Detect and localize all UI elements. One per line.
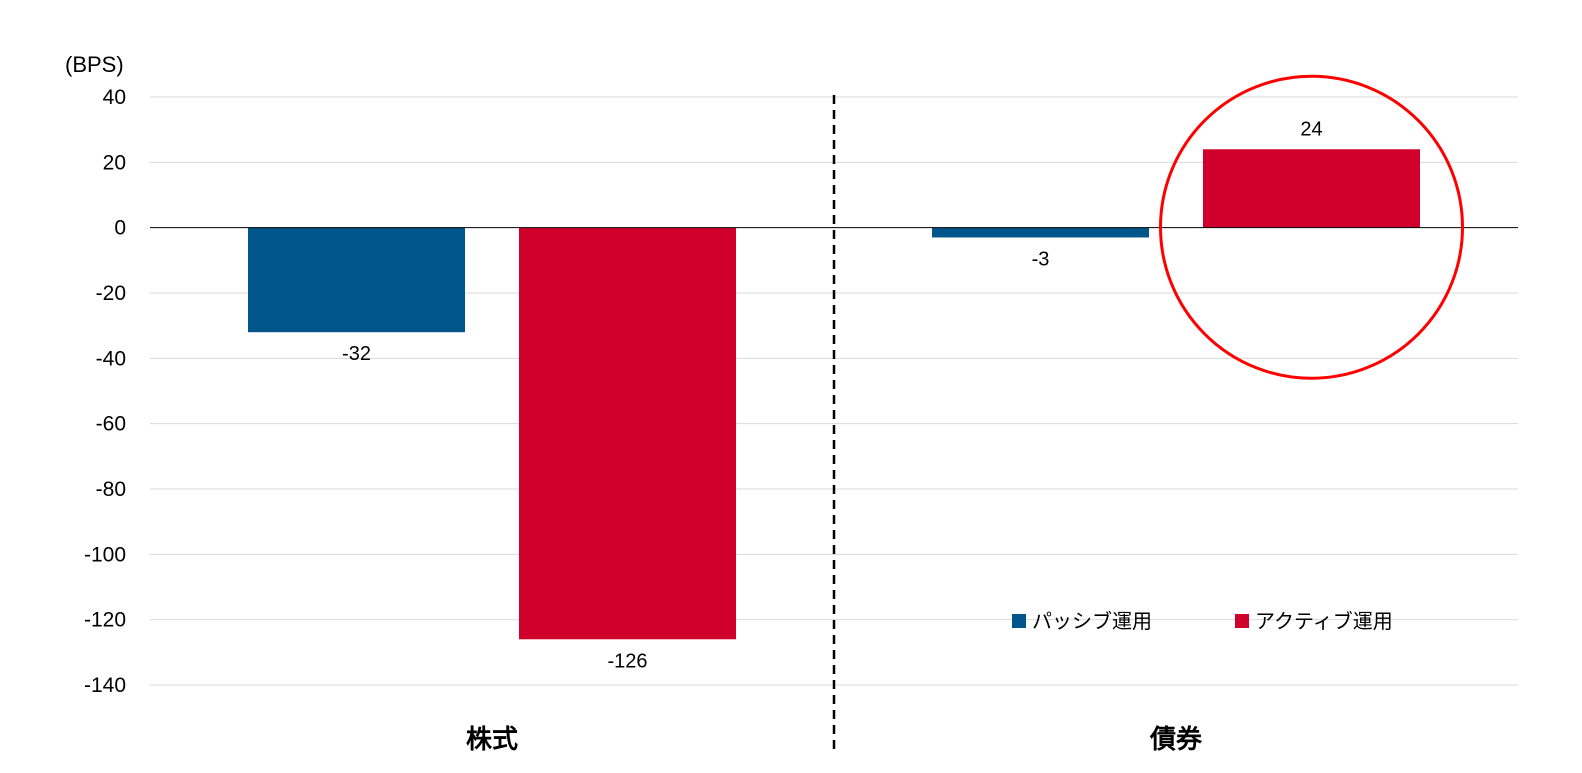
y-tick-label: -100 xyxy=(84,543,126,566)
y-tick-label: 0 xyxy=(114,217,126,240)
legend: パッシブ運用 アクティブ運用 xyxy=(1012,609,1393,633)
bar xyxy=(248,227,465,333)
y-tick-label: -80 xyxy=(96,478,126,501)
y-tick-label: -120 xyxy=(84,609,126,632)
category-label: 債券 xyxy=(1149,725,1203,755)
data-labels: -32 -126 -3 24 xyxy=(342,118,1323,672)
legend-label: アクティブ運用 xyxy=(1255,609,1393,633)
legend-swatch xyxy=(1012,614,1026,628)
data-label: -3 xyxy=(1032,248,1050,270)
y-axis-unit-label: (BPS) xyxy=(65,52,124,77)
category-labels: 株式 債券 xyxy=(466,725,1203,755)
data-label: -126 xyxy=(607,650,647,672)
category-label: 株式 xyxy=(466,725,518,755)
data-label: -32 xyxy=(342,343,371,365)
data-label: 24 xyxy=(1300,118,1322,140)
bar xyxy=(1203,149,1420,228)
bar xyxy=(519,227,736,640)
y-tick-label: -20 xyxy=(96,282,126,305)
highlight-circle xyxy=(1159,74,1464,380)
y-axis-tick-labels: 40 20 0 -20 -40 -60 -80 -100 -120 -140 xyxy=(84,86,126,697)
legend-label: パッシブ運用 xyxy=(1032,609,1152,633)
legend-swatch xyxy=(1235,614,1249,628)
y-tick-label: -60 xyxy=(96,413,126,436)
bars xyxy=(248,149,1420,640)
y-tick-label: -40 xyxy=(96,347,126,370)
bar xyxy=(932,227,1149,238)
y-tick-label: 40 xyxy=(103,86,126,109)
y-tick-label: -140 xyxy=(84,674,126,697)
y-tick-label: 20 xyxy=(103,151,126,174)
